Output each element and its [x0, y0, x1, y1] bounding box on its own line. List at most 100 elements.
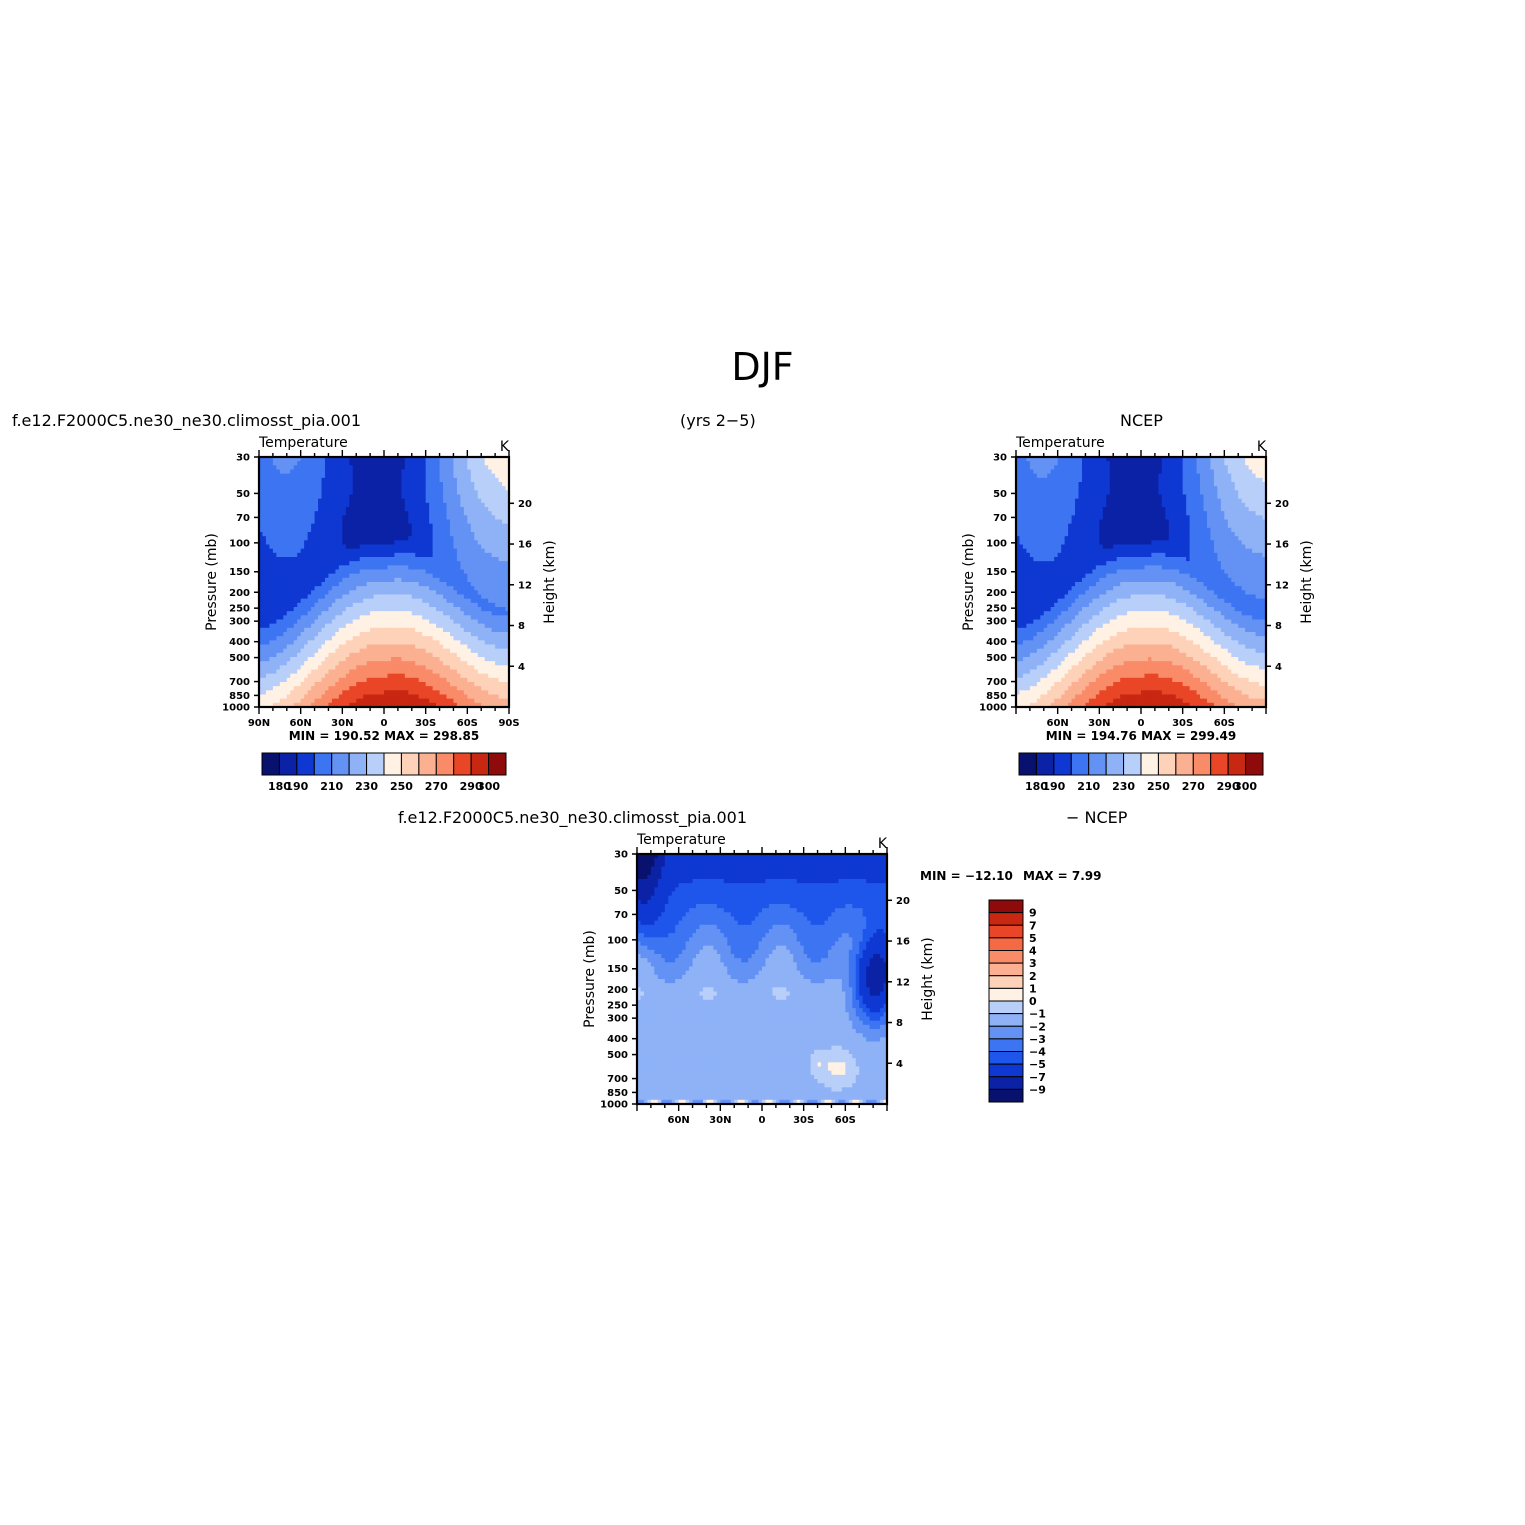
- field-cell: [394, 523, 399, 529]
- field-cell: [443, 527, 448, 533]
- field-cell: [453, 594, 458, 600]
- field-cell: [474, 573, 479, 579]
- field-cell: [474, 511, 479, 516]
- field-cell: [411, 644, 416, 650]
- field-cell: [290, 669, 295, 675]
- field-cell: [390, 502, 396, 508]
- field-cell: [467, 611, 472, 616]
- field-cell: [286, 661, 291, 666]
- field-cell: [363, 586, 368, 591]
- field-cell: [324, 523, 330, 529]
- field-cell: [1029, 473, 1034, 479]
- field-cell: [467, 548, 472, 554]
- field-cell: [1102, 461, 1107, 466]
- field-cell: [408, 594, 413, 600]
- field-cell: [373, 519, 378, 525]
- field-cell: [460, 702, 465, 708]
- field-cell: [331, 619, 336, 625]
- field-cell: [498, 569, 503, 575]
- field-cell: [377, 548, 382, 554]
- field-cell: [495, 673, 500, 679]
- field-cell: [272, 486, 277, 491]
- field-cell: [262, 669, 267, 675]
- field-cell: [328, 690, 333, 696]
- field-cell: [484, 677, 489, 683]
- field-cell: [404, 519, 409, 525]
- field-cell: [467, 544, 472, 550]
- field-cell: [293, 519, 298, 525]
- field-cell: [377, 698, 382, 704]
- field-cell: [401, 669, 406, 675]
- field-cell: [443, 586, 448, 591]
- colorbar-box: [435, 752, 455, 776]
- field-cell: [259, 698, 264, 704]
- field-cell: [415, 507, 420, 512]
- field-cell: [1179, 461, 1184, 466]
- field-cell: [328, 627, 333, 633]
- field-cell: [397, 469, 402, 475]
- field-cell: [481, 607, 486, 612]
- field-cell: [415, 586, 420, 591]
- field-cell: [463, 536, 468, 541]
- field-cell: [425, 486, 430, 491]
- field-cell: [432, 565, 437, 571]
- field-cell: [272, 698, 277, 704]
- field-cell: [449, 682, 455, 687]
- field-cell: [491, 548, 496, 554]
- field-cell: [495, 461, 500, 466]
- field-cell: [300, 573, 305, 579]
- field-cell: [342, 523, 347, 529]
- field-cell: [328, 623, 333, 629]
- field-cell: [456, 523, 461, 529]
- field-cell: [304, 536, 309, 541]
- field-cell: [324, 515, 330, 521]
- field-cell: [401, 482, 406, 487]
- field-cell: [345, 461, 350, 466]
- field-cell: [356, 565, 361, 571]
- field-cell: [286, 536, 291, 541]
- field-cell: [1078, 482, 1083, 487]
- field-cell: [331, 536, 336, 541]
- field-cell: [1227, 473, 1232, 479]
- field-cell: [439, 482, 444, 487]
- field-cell: [366, 698, 371, 704]
- field-cell: [279, 665, 284, 671]
- field-cell: [470, 682, 475, 687]
- field-cell: [467, 652, 472, 658]
- field-cell: [300, 532, 305, 537]
- field-cell: [488, 652, 493, 658]
- field-cell: [335, 602, 340, 608]
- field-cell: [411, 494, 416, 500]
- field-cell: [1200, 457, 1205, 462]
- field-cell: [314, 623, 319, 629]
- field-cell: [324, 502, 330, 508]
- field-cell: [321, 569, 326, 575]
- field-cell: [432, 686, 437, 691]
- field-cell: [1102, 457, 1107, 462]
- field-cell: [463, 682, 468, 687]
- field-cell: [418, 473, 423, 479]
- field-cell: [491, 523, 496, 529]
- field-cell: [269, 523, 274, 529]
- field-cell: [377, 482, 382, 487]
- field-cell: [498, 669, 503, 675]
- field-cell: [276, 577, 281, 583]
- field-cell: [290, 648, 295, 654]
- field-cell: [484, 623, 489, 629]
- field-cell: [297, 569, 302, 575]
- field-cell: [262, 644, 267, 650]
- field-cell: [356, 698, 361, 704]
- field-cell: [387, 602, 392, 608]
- field-cell: [265, 619, 271, 625]
- field-cell: [481, 602, 486, 608]
- field-cell: [488, 515, 493, 521]
- field-cell: [481, 682, 486, 687]
- field-cell: [477, 577, 482, 583]
- field-cell: [259, 494, 264, 500]
- field-cell: [380, 690, 385, 696]
- field-cell: [269, 527, 274, 533]
- field-cell: [373, 527, 378, 533]
- field-cell: [390, 523, 396, 529]
- field-cell: [380, 702, 385, 708]
- field-cell: [484, 519, 489, 525]
